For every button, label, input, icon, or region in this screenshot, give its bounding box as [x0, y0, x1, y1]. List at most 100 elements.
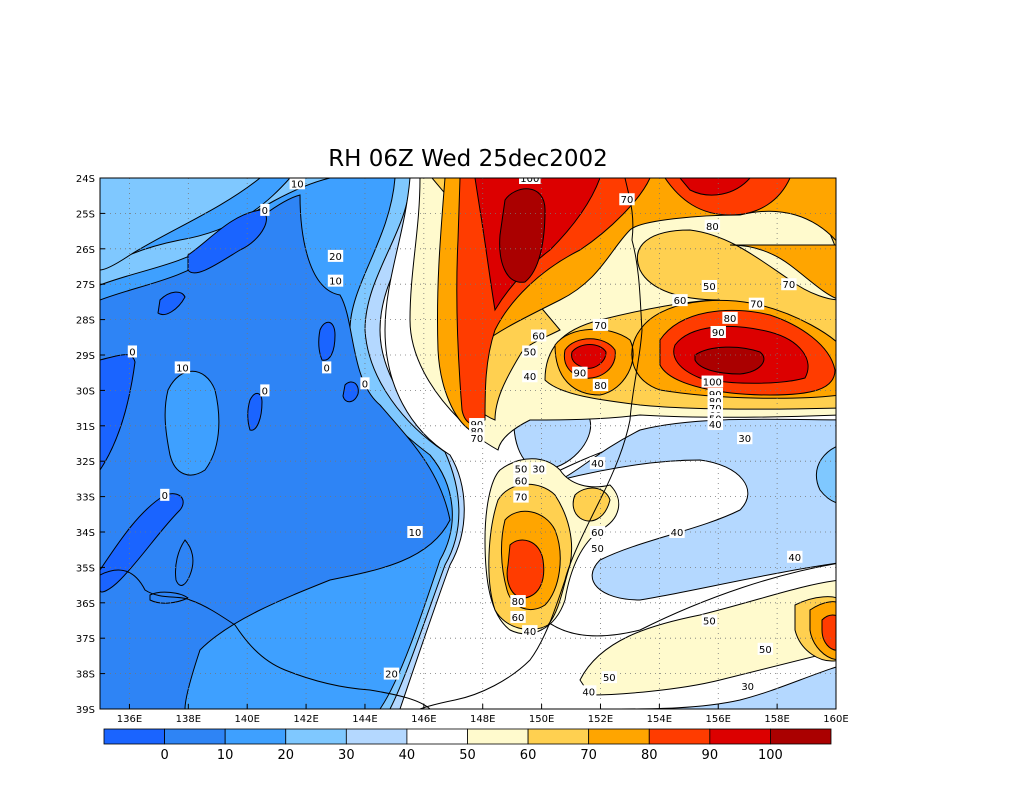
chart-title: RH 06Z Wed 25dec2002	[328, 146, 608, 172]
rh-region-below-0-b	[157, 291, 186, 315]
contour-label-box	[174, 361, 191, 374]
contour-label-box	[572, 366, 588, 379]
contour-label-box	[701, 279, 718, 292]
contour-label-box	[260, 203, 270, 216]
y-tick-label: 36S	[76, 599, 95, 610]
y-tick-label: 25S	[76, 209, 95, 220]
contour-label-box	[522, 345, 538, 358]
contour-label-box	[513, 462, 529, 475]
colorbar-label: 80	[641, 748, 658, 763]
rh-region-30-40-east	[559, 418, 836, 601]
y-tick-label: 37S	[76, 634, 95, 645]
contour-label-box	[669, 526, 685, 538]
contour-label-box	[707, 418, 723, 431]
x-tick-label: 152E	[588, 714, 613, 725]
contour-label: 80	[724, 314, 737, 325]
contour-label: 70	[783, 280, 796, 291]
contour-label: 90	[574, 369, 587, 380]
contour-label: 50	[515, 464, 528, 475]
contour-label-box	[722, 311, 738, 324]
colorbar-swatch	[527, 728, 590, 745]
colorbar: 0 10 20 30 40 50 60 70 80 90 100	[103, 728, 832, 763]
contour-label: 80	[594, 381, 607, 392]
rh-region-20-30-east	[815, 446, 836, 503]
colorbar-label: 90	[702, 748, 719, 763]
contour-label-box	[589, 541, 606, 554]
colorbar-label: 60	[520, 748, 537, 763]
contour-label-box	[530, 329, 547, 342]
contour-label-box	[701, 375, 724, 388]
contour-label-box	[327, 249, 344, 262]
contour-label: 50	[703, 617, 716, 628]
colorbar-swatch	[770, 728, 832, 745]
contour-label-box	[522, 370, 538, 383]
contour-label: 60	[532, 332, 545, 343]
filled-contours	[100, 178, 836, 709]
contour-label: 60	[674, 296, 687, 307]
contour-label-box	[589, 526, 606, 538]
contour-label: 10	[329, 277, 342, 288]
contour-label-box	[360, 377, 370, 390]
contour-label: 40	[523, 627, 536, 638]
contour-label-box	[710, 325, 726, 338]
contour-label: 0	[324, 363, 330, 374]
x-tick-label: 148E	[470, 714, 495, 725]
contour-label: 100	[703, 378, 722, 389]
contour-label-box	[589, 456, 606, 469]
rh-region-10-20-island	[164, 370, 220, 476]
contour-label: 70	[470, 434, 483, 445]
x-tick-label: 144E	[352, 714, 377, 725]
colorbar-swatch	[648, 728, 711, 745]
contour-label: 20	[329, 252, 342, 263]
rh-region-70-80-south	[500, 510, 836, 661]
contour-label: 70	[750, 300, 763, 311]
colorbar-label: 70	[580, 748, 597, 763]
contour-label: 100	[520, 174, 539, 185]
contour-label-box	[581, 685, 597, 698]
contour-label-box	[407, 526, 423, 538]
y-tick-label: 28S	[76, 316, 95, 327]
contour-label: 0	[362, 379, 368, 390]
rh-region-above-100-north	[499, 188, 765, 375]
contour-label: 40	[671, 528, 684, 539]
contour-label-box	[510, 610, 526, 623]
contour-label: 70	[594, 321, 607, 332]
contour-label: 50	[523, 347, 536, 358]
contour-label-box	[619, 193, 635, 206]
contour-label: 80	[512, 597, 525, 608]
colorbar-label: 20	[277, 748, 294, 763]
contour-label-box	[519, 178, 541, 184]
contour-label: 50	[759, 645, 772, 656]
colorbar-swatch	[406, 728, 468, 745]
colorbar-swatch	[345, 728, 408, 745]
y-tick-label: 29S	[76, 351, 95, 362]
contour-label-box	[530, 462, 547, 475]
rh-region-below-0-f	[247, 393, 263, 431]
contour-label-box	[260, 384, 270, 397]
contour-label-box	[672, 294, 688, 307]
contour-label-box	[327, 274, 344, 287]
colorbar-label: 30	[338, 748, 355, 763]
contour-label-box	[522, 625, 538, 638]
x-tick-label: 154E	[647, 714, 672, 725]
contour-label: 90	[712, 328, 725, 339]
contour-label: 0	[129, 347, 135, 358]
contour-label-box	[289, 178, 305, 190]
colorbar-swatch	[164, 728, 226, 745]
contour-label-box	[513, 490, 529, 503]
contour-label: 20	[385, 670, 398, 681]
x-axis: 136E 138E 140E 142E 144E 146E 148E 150E 152E 154E…	[117, 704, 849, 725]
colorbar-swatch	[285, 728, 347, 745]
y-tick-label: 39S	[76, 705, 95, 716]
contour-label-box	[322, 361, 332, 374]
contour-label: 70	[621, 195, 634, 206]
plot-frame	[99, 177, 837, 710]
x-tick-label: 146E	[411, 714, 436, 725]
contour-label-box	[748, 297, 765, 310]
y-axis: 24S 25S 26S 27S 28S 29S 30S 31S 32S 33S 34S 35S 36S 3…	[76, 174, 105, 716]
x-tick-label: 142E	[293, 714, 318, 725]
contour-label-box	[510, 595, 526, 608]
colorbar-label: 0	[160, 748, 168, 763]
